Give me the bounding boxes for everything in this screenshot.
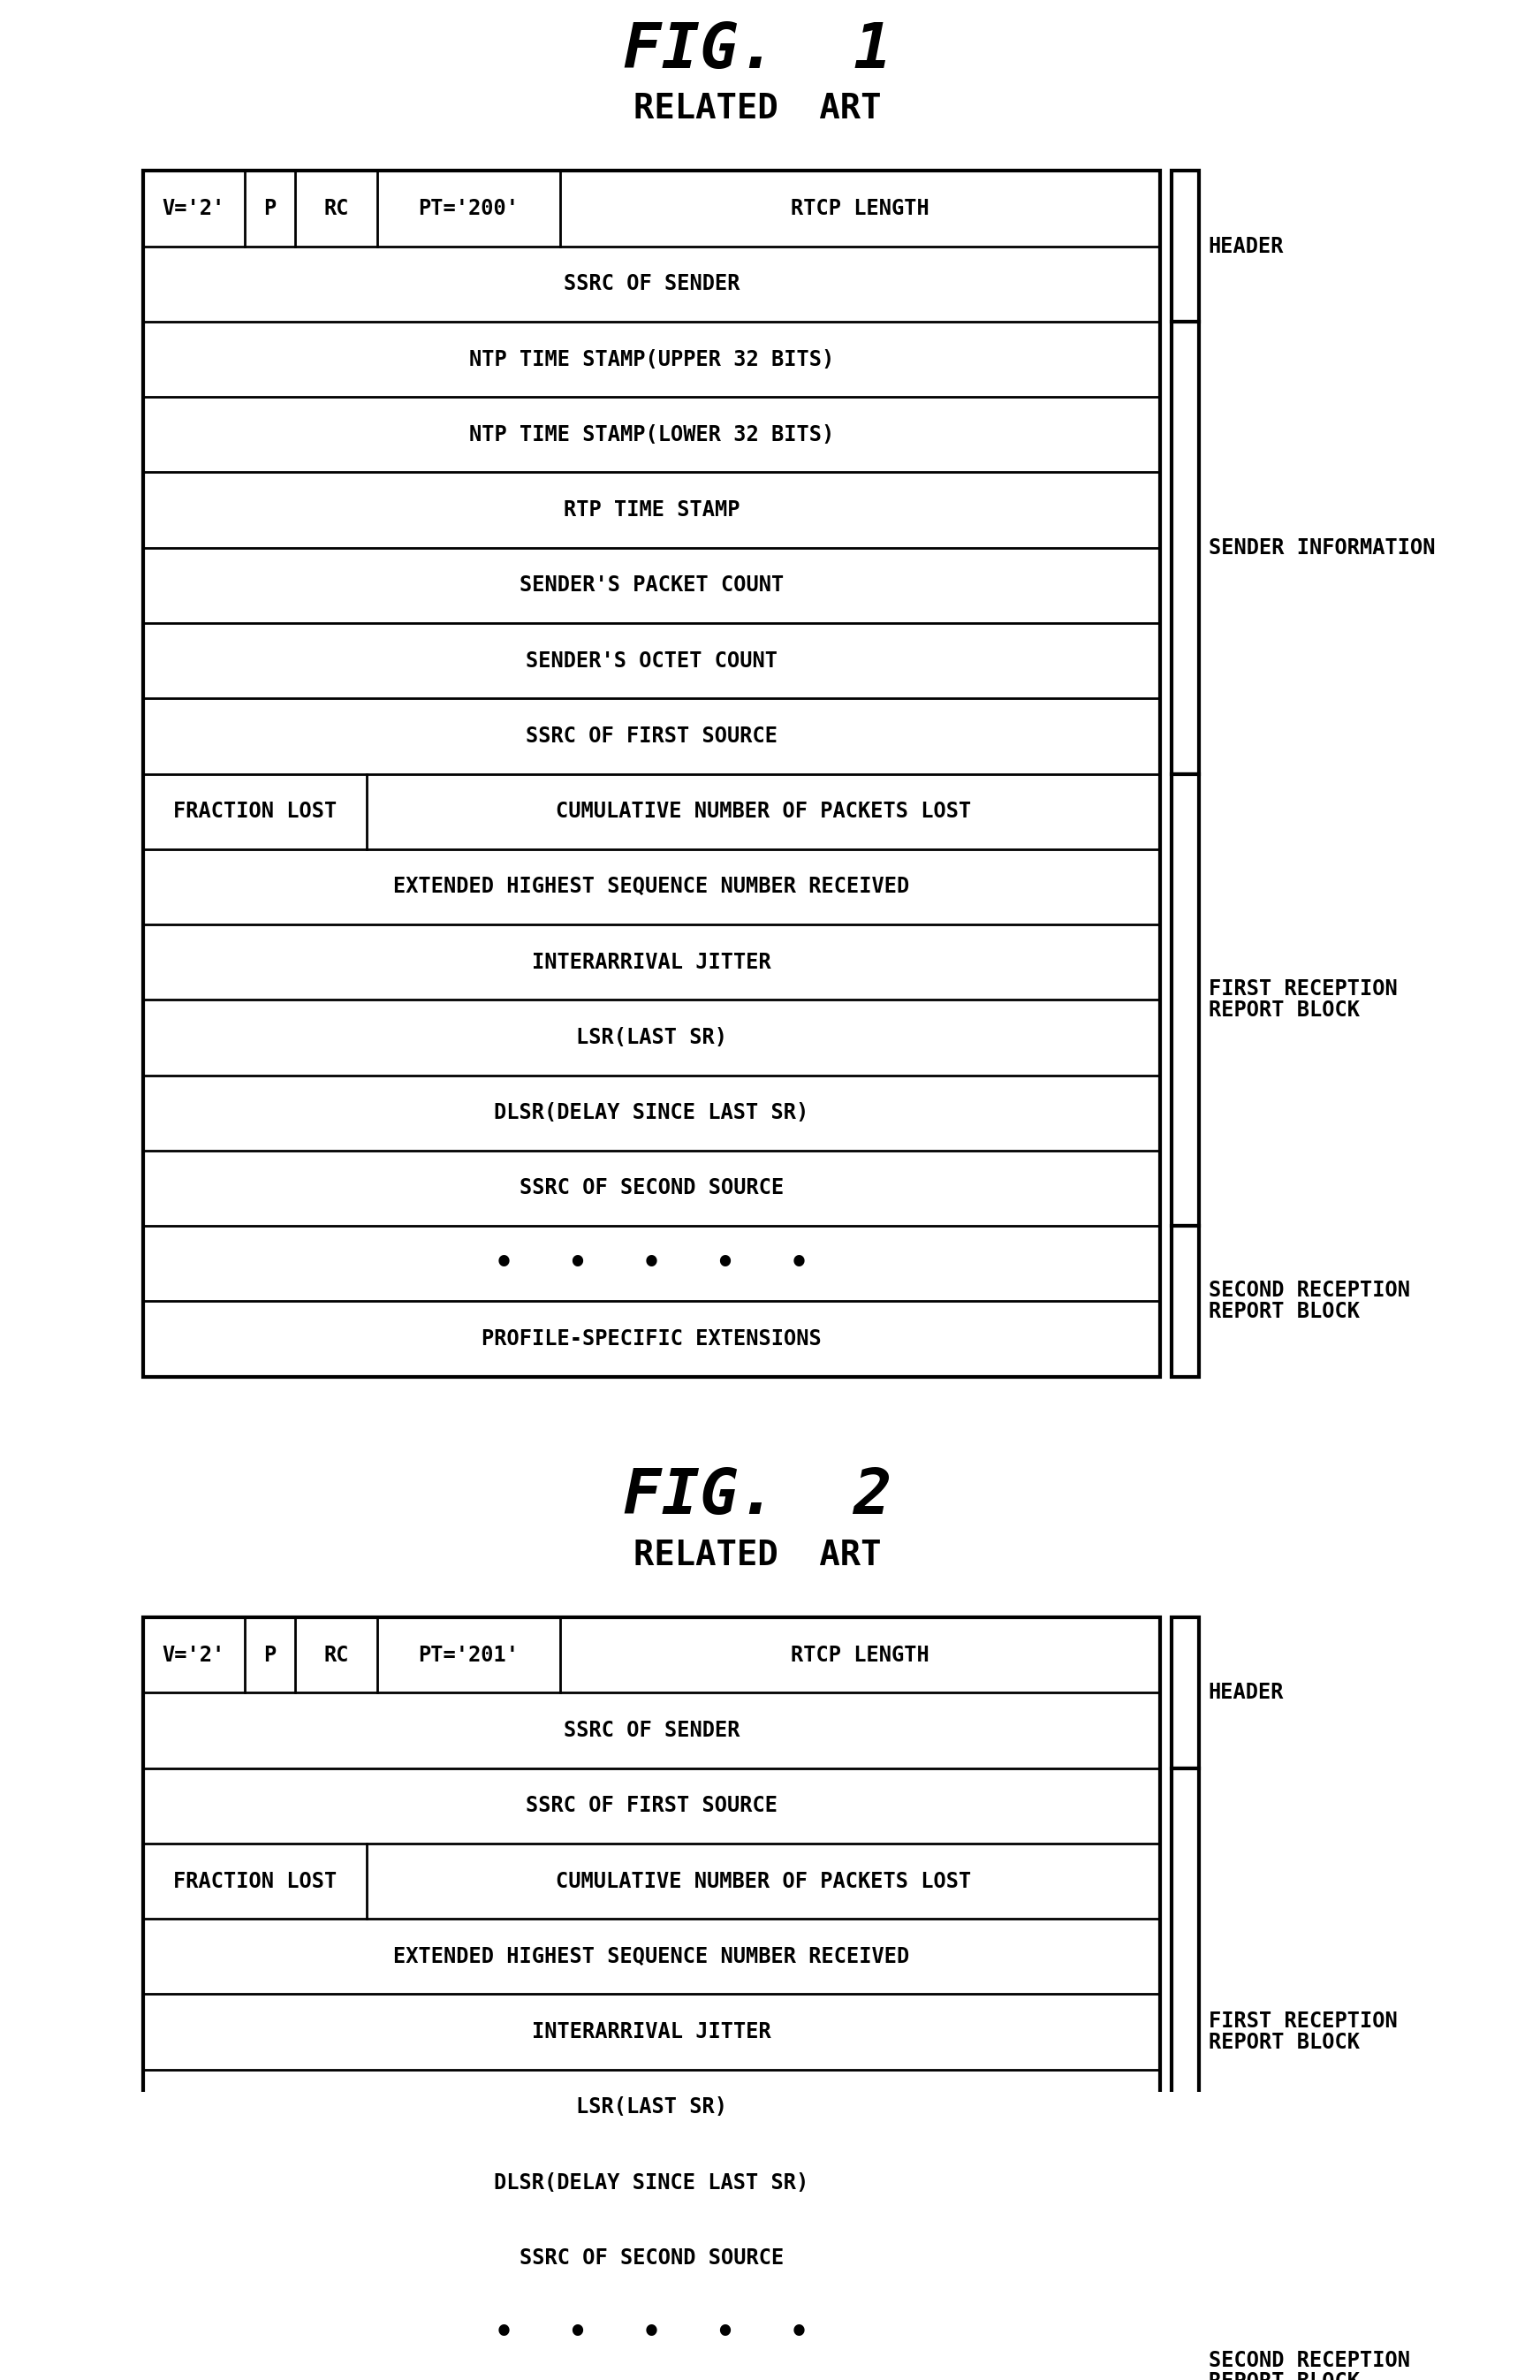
Bar: [1172, 321, 1200, 774]
Text: •   •   •   •   •: • • • • •: [494, 1250, 808, 1278]
Text: RTP TIME STAMP: RTP TIME STAMP: [564, 500, 739, 521]
Text: PT='200': PT='200': [417, 198, 519, 219]
Text: PROFILE-SPECIFIC EXTENSIONS: PROFILE-SPECIFIC EXTENSIONS: [482, 1328, 821, 1349]
Text: RC: RC: [323, 198, 348, 219]
Bar: [1172, 1226, 1200, 1376]
Text: INTERARRIVAL JITTER: INTERARRIVAL JITTER: [531, 2021, 772, 2042]
Text: PT='201': PT='201': [417, 1645, 519, 1666]
Text: LSR(LAST SR): LSR(LAST SR): [576, 1026, 727, 1047]
Text: HEADER: HEADER: [1209, 236, 1284, 257]
Text: RTCP LENGTH: RTCP LENGTH: [792, 198, 930, 219]
Text: FIRST RECEPTION: FIRST RECEPTION: [1209, 978, 1397, 1000]
Text: SENDER'S PACKET COUNT: SENDER'S PACKET COUNT: [519, 574, 784, 595]
Bar: [1172, 1768, 1200, 2297]
Text: FIRST RECEPTION: FIRST RECEPTION: [1209, 2011, 1397, 2033]
Text: CUMULATIVE NUMBER OF PACKETS LOST: CUMULATIVE NUMBER OF PACKETS LOST: [556, 800, 972, 821]
Text: SSRC OF SENDER: SSRC OF SENDER: [564, 274, 739, 295]
Text: SENDER INFORMATION: SENDER INFORMATION: [1209, 538, 1435, 559]
Text: EXTENDED HIGHEST SEQUENCE NUMBER RECEIVED: EXTENDED HIGHEST SEQUENCE NUMBER RECEIVE…: [394, 876, 910, 897]
Text: FIG.  2: FIG. 2: [622, 1466, 892, 1528]
Text: SENDER'S OCTET COUNT: SENDER'S OCTET COUNT: [525, 650, 778, 671]
Bar: [1172, 774, 1200, 1226]
Text: SSRC OF SENDER: SSRC OF SENDER: [564, 1721, 739, 1742]
Text: REPORT BLOCK: REPORT BLOCK: [1209, 2370, 1360, 2380]
Text: EXTENDED HIGHEST SEQUENCE NUMBER RECEIVED: EXTENDED HIGHEST SEQUENCE NUMBER RECEIVE…: [394, 1947, 910, 1968]
Text: V='2': V='2': [162, 198, 225, 219]
Text: SSRC OF FIRST SOURCE: SSRC OF FIRST SOURCE: [525, 726, 778, 747]
Text: FRACTION LOST: FRACTION LOST: [172, 1871, 337, 1892]
Text: REPORT BLOCK: REPORT BLOCK: [1209, 1302, 1360, 1323]
Bar: [1172, 1618, 1200, 1768]
Text: RELATED  ART: RELATED ART: [633, 93, 881, 126]
Text: V='2': V='2': [162, 1645, 225, 1666]
Text: •   •   •   •   •: • • • • •: [494, 2318, 808, 2349]
Text: SSRC OF SECOND SOURCE: SSRC OF SECOND SOURCE: [519, 2247, 784, 2268]
Text: SSRC OF SECOND SOURCE: SSRC OF SECOND SOURCE: [519, 1178, 784, 1200]
Text: P: P: [263, 198, 276, 219]
Text: SECOND RECEPTION: SECOND RECEPTION: [1209, 1280, 1411, 1302]
Bar: [1172, 171, 1200, 321]
Text: CUMULATIVE NUMBER OF PACKETS LOST: CUMULATIVE NUMBER OF PACKETS LOST: [556, 1871, 972, 1892]
Text: HEADER: HEADER: [1209, 1683, 1284, 1704]
Text: DLSR(DELAY SINCE LAST SR): DLSR(DELAY SINCE LAST SR): [494, 2173, 808, 2194]
Text: DLSR(DELAY SINCE LAST SR): DLSR(DELAY SINCE LAST SR): [494, 1102, 808, 1123]
Text: FRACTION LOST: FRACTION LOST: [172, 800, 337, 821]
Text: REPORT BLOCK: REPORT BLOCK: [1209, 1000, 1360, 1021]
Bar: [143, 1618, 1160, 2380]
Text: SECOND RECEPTION: SECOND RECEPTION: [1209, 2349, 1411, 2370]
Bar: [1172, 2297, 1200, 2380]
Text: NTP TIME STAMP(UPPER 32 BITS): NTP TIME STAMP(UPPER 32 BITS): [470, 350, 835, 369]
Bar: [143, 171, 1160, 1376]
Text: P: P: [263, 1645, 276, 1666]
Text: RTCP LENGTH: RTCP LENGTH: [792, 1645, 930, 1666]
Text: REPORT BLOCK: REPORT BLOCK: [1209, 2033, 1360, 2054]
Text: SSRC OF FIRST SOURCE: SSRC OF FIRST SOURCE: [525, 1795, 778, 1816]
Text: NTP TIME STAMP(LOWER 32 BITS): NTP TIME STAMP(LOWER 32 BITS): [470, 424, 835, 445]
Text: FIG.  1: FIG. 1: [622, 19, 892, 81]
Text: LSR(LAST SR): LSR(LAST SR): [576, 2097, 727, 2118]
Text: RC: RC: [323, 1645, 348, 1666]
Text: INTERARRIVAL JITTER: INTERARRIVAL JITTER: [531, 952, 772, 973]
Text: RELATED  ART: RELATED ART: [633, 1537, 881, 1573]
